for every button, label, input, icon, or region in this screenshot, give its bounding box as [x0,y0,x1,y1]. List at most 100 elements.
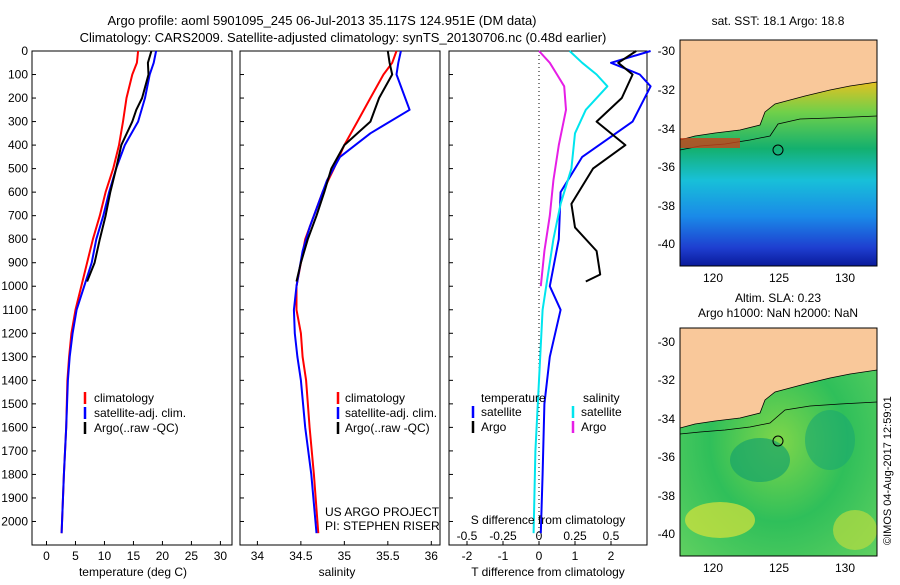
difference-xlabel: T difference from climatology [471,565,625,579]
series-line-climatology-0 [295,50,398,534]
tick-label: -40 [658,527,676,541]
sla-map-xticks: 120 125 130 [703,561,855,575]
sla-map-title-line2: Argo h1000: NaN h2000: NaN [698,306,858,320]
x-tick-label: 36 [425,549,439,563]
pi-annotation: PI: STEPHEN RISER [325,519,440,533]
x-tick-label: 25 [185,549,199,563]
legend-label-t-argo: Argo [481,420,507,434]
tick-label: 120 [703,271,723,285]
sla-map-title-line1: Altim. SLA: 0.23 [735,291,821,305]
sla-map-yticks: -30 -32 -34 -36 -38 -40 [658,335,676,541]
sst-coast-contour [680,81,877,141]
x-tick-label: 34.5 [289,549,313,563]
x-tick-label: 10 [98,549,112,563]
sla-anomaly [805,410,855,470]
y-tick-label: 500 [8,162,28,176]
sla-map-frame [679,327,878,557]
salinity-legend: climatology satellite-adj. clim. Argo(..… [325,391,440,533]
legend-label-climatology: climatology [345,391,405,405]
tick-label: -32 [658,83,676,97]
legend-label-s-argo: Argo [581,420,607,434]
legend-heading-salinity: salinity [583,391,620,405]
series-line-argo-3 [538,50,567,287]
series-line-satellite-0 [539,50,652,534]
y-tick-label: 800 [8,232,28,246]
x-top-tick-label: -0.5 [457,529,478,543]
legend-label-s-satellite: satellite [581,405,622,419]
project-annotation: US ARGO PROJECT [325,505,440,519]
x-tick-label: 30 [214,549,228,563]
series-line-argo-raw-qc-2 [295,50,394,282]
sst-map-xticks: 120 125 130 [703,271,855,285]
x-tick-label: 1 [572,549,579,563]
y-tick-label: 1400 [1,373,28,387]
sst-land [680,40,877,140]
y-tick-label: 1700 [1,444,28,458]
legend-label-t-satellite: satellite [481,405,522,419]
difference-xlabel-top: S difference from climatology [471,513,626,527]
tick-label: -38 [658,489,676,503]
sst-warm-band [680,138,740,148]
temperature-legend: climatology satellite-adj. clim. Argo(..… [83,391,186,435]
x-tick-label: 35 [338,549,352,563]
y-tick-label: 100 [8,68,28,82]
tick-label: -34 [658,412,676,426]
sst-map: sat. SST: 18.1 Argo: 18.8 120 125 130 -3… [658,14,878,285]
difference-legend: temperature salinity satellite Argo sate… [471,391,622,434]
x-top-tick-label: 0.25 [563,529,587,543]
salinity-panel-frame [239,50,441,546]
sla-map: Altim. SLA: 0.23 Argo h1000: NaN h2000: … [658,291,878,575]
tick-label: 120 [703,561,723,575]
sst-map-yticks: -30 -32 -34 -36 -38 -40 [658,44,676,251]
x-tick-label: 0 [536,549,543,563]
figure-title-line2: Climatology: CARS2009. Satellite-adjuste… [80,30,607,45]
sla-land [680,328,877,428]
x-top-tick-label: 0.5 [603,529,620,543]
tick-label: 125 [769,561,789,575]
salinity-xlabel: salinity [319,565,356,579]
y-tick-label: 700 [8,209,28,223]
argo-float-marker [772,435,784,447]
tick-label: -32 [658,373,676,387]
sla-anomaly [833,510,877,550]
difference-panel-frame [448,50,648,546]
tick-label: -40 [658,237,676,251]
sla-anomaly [730,438,790,482]
x-tick-label: 0 [43,549,50,563]
x-top-tick-label: -0.25 [489,529,517,543]
y-tick-label: 1300 [1,350,28,364]
tick-label: -34 [658,122,676,136]
y-tick-label: 200 [8,91,28,105]
legend-label-argo: Argo(..raw -QC) [94,421,179,435]
y-tick-label: 2000 [1,514,28,528]
series-line-satellite-adj-clim-1 [60,50,158,534]
x-tick-label: 2 [608,549,615,563]
x-tick-label: 5 [72,549,79,563]
x-tick-label: 20 [156,549,170,563]
series-line-climatology-0 [60,50,140,534]
series-line-satellite-2 [532,50,609,534]
y-tick-label: 1200 [1,326,28,340]
x-tick-label: 15 [127,549,141,563]
y-tick-label: 400 [8,138,28,152]
sst-map-title: sat. SST: 18.1 Argo: 18.8 [712,14,845,28]
argo-float-marker [772,144,784,156]
y-tick-label: 1800 [1,467,28,481]
y-tick-label: 900 [8,256,28,270]
y-tick-label: 0 [21,44,28,58]
salinity-panel: 34 34.5 35 35.5 36 [240,50,439,563]
temperature-xlabel: temperature (deg C) [79,565,187,579]
y-tick-label: 1000 [1,279,28,293]
y-tick-label: 1100 [2,303,28,317]
legend-label-satellite: satellite-adj. clim. [94,406,186,420]
x-tick-label: -2 [462,549,473,563]
tick-label: -30 [658,44,676,58]
imos-credit: ©IMOS 04-Aug-2017 12:59:01 [882,396,894,545]
x-tick-label: 35.5 [376,549,400,563]
legend-label-climatology: climatology [94,391,154,405]
y-tick-label: 1500 [1,397,28,411]
tick-label: 130 [835,561,855,575]
sst-map-frame [679,39,878,267]
